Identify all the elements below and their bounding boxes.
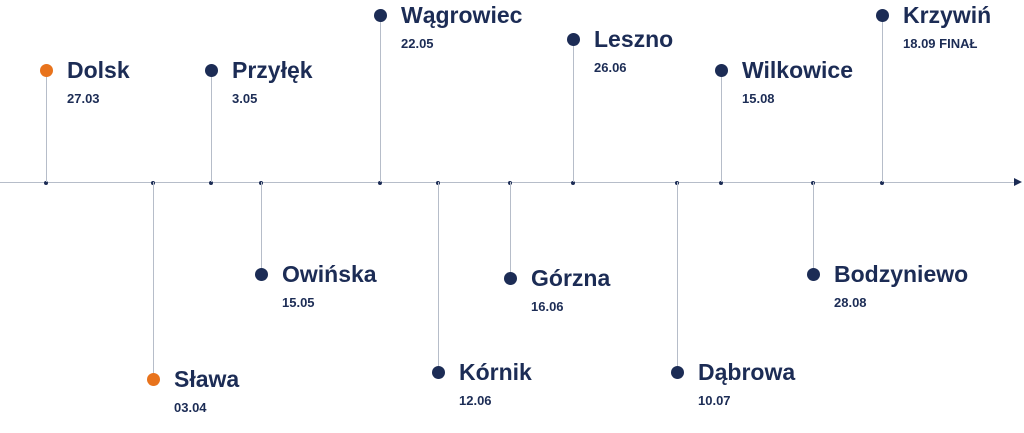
stop-marker-dot — [146, 372, 160, 386]
stop-marker-dot — [204, 63, 218, 77]
timeline-stem — [260, 182, 262, 274]
timeline-stem — [152, 182, 154, 379]
stop-date: 18.09 FINAŁ — [903, 36, 978, 51]
stop-date: 12.06 — [459, 393, 492, 408]
stop-date: 10.07 — [698, 393, 731, 408]
timeline-stem — [676, 182, 678, 372]
stop-marker-dot — [373, 8, 387, 22]
stop-date: 15.08 — [742, 91, 775, 106]
timeline-stem — [509, 182, 511, 278]
stop-date: 28.08 — [834, 295, 867, 310]
timeline-tick — [571, 180, 575, 185]
stop-name: Dolsk — [67, 57, 130, 83]
stop-date: 15.05 — [282, 295, 315, 310]
stop-marker-dot — [39, 63, 53, 77]
timeline-stem — [437, 182, 439, 372]
stop-name: Wilkowice — [742, 57, 853, 83]
stop-date: 3.05 — [232, 91, 258, 106]
timeline-tick — [719, 180, 723, 185]
stop-date: 22.05 — [401, 36, 434, 51]
timeline-tick — [880, 180, 884, 185]
stop-marker-dot — [254, 267, 268, 281]
timeline-stem — [881, 15, 883, 182]
stop-marker-dot — [806, 267, 820, 281]
stop-name: Wągrowiec — [401, 2, 523, 28]
stop-date: 27.03 — [67, 91, 100, 106]
timeline-stem — [210, 70, 212, 182]
stop-marker-dot — [670, 365, 684, 379]
stop-name: Owińska — [282, 261, 377, 287]
timeline-stem — [720, 70, 722, 182]
timeline-stem — [379, 15, 381, 182]
stop-name: Dąbrowa — [698, 359, 796, 385]
timeline-arrow-icon — [1014, 178, 1022, 186]
stop-marker-dot — [566, 32, 580, 46]
stop-date: 26.06 — [594, 60, 627, 75]
timeline-stem — [812, 182, 814, 274]
timeline-stem — [572, 39, 574, 182]
timeline-tick — [209, 180, 213, 185]
timeline-tick — [44, 180, 48, 185]
stop-marker-dot — [714, 63, 728, 77]
stop-marker-dot — [503, 271, 517, 285]
stop-name: Leszno — [594, 26, 674, 52]
timeline-stem — [45, 70, 47, 182]
stop-name: Kórnik — [459, 359, 532, 385]
stop-marker-dot — [431, 365, 445, 379]
stop-name: Górzna — [531, 265, 611, 291]
stop-marker-dot — [875, 8, 889, 22]
stop-name: Sława — [174, 366, 240, 392]
stop-name: Bodzyniewo — [834, 261, 969, 287]
stop-name: Krzywiń — [903, 2, 992, 28]
stop-name: Przyłęk — [232, 57, 313, 83]
timeline-tick — [378, 180, 382, 185]
stop-date: 03.04 — [174, 400, 207, 415]
stop-date: 16.06 — [531, 299, 564, 314]
